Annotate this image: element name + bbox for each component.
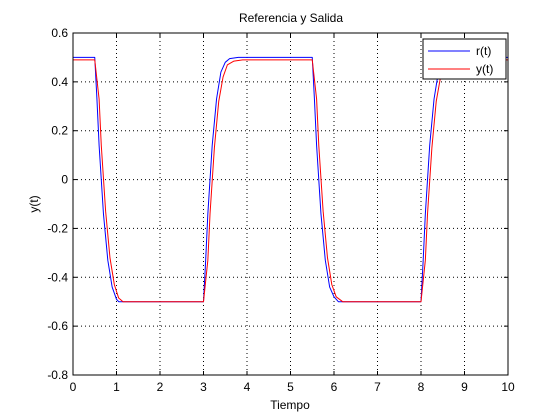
x-tick-label: 8 [418, 380, 425, 394]
grid-lines [73, 33, 508, 375]
x-axis-label: Tiempo [270, 398, 310, 412]
tick-marks [72, 32, 509, 376]
legend-label-r: r(t) [476, 44, 491, 58]
series-line-r [73, 56, 508, 303]
y-tick-label: 0.6 [51, 26, 68, 40]
x-tick-labels: 0 1 2 3 4 5 6 7 8 9 10 [70, 380, 515, 394]
legend-box [422, 38, 507, 80]
legend-label-y: y(t) [476, 62, 493, 76]
y-tick-label: -0.4 [47, 270, 68, 284]
x-tick-label: 1 [113, 380, 120, 394]
y-tick-label: 0.2 [51, 124, 68, 138]
x-tick-label: 9 [461, 380, 468, 394]
data-series [73, 56, 508, 303]
y-tick-label: -0.2 [47, 221, 68, 235]
y-tick-labels: -0.8 -0.6 -0.4 -0.2 0 0.2 0.4 0.6 [47, 26, 68, 382]
y-axis-label: y(t) [27, 195, 41, 212]
y-tick-label: -0.8 [47, 368, 68, 382]
x-tick-label: 10 [501, 380, 515, 394]
x-tick-label: 7 [374, 380, 381, 394]
x-tick-label: 0 [70, 380, 77, 394]
x-tick-label: 4 [244, 380, 251, 394]
chart-title: Referencia y Salida [239, 11, 343, 25]
x-tick-label: 6 [331, 380, 338, 394]
y-tick-label: -0.6 [47, 319, 68, 333]
x-tick-label: 5 [287, 380, 294, 394]
series-line-y [73, 59, 508, 303]
plot-area [72, 32, 509, 376]
x-tick-label: 3 [200, 380, 207, 394]
legend: r(t) y(t) [422, 38, 507, 80]
plot-background [73, 33, 508, 375]
y-tick-label: 0 [61, 173, 68, 187]
y-tick-label: 0.4 [51, 75, 68, 89]
x-tick-label: 2 [157, 380, 164, 394]
